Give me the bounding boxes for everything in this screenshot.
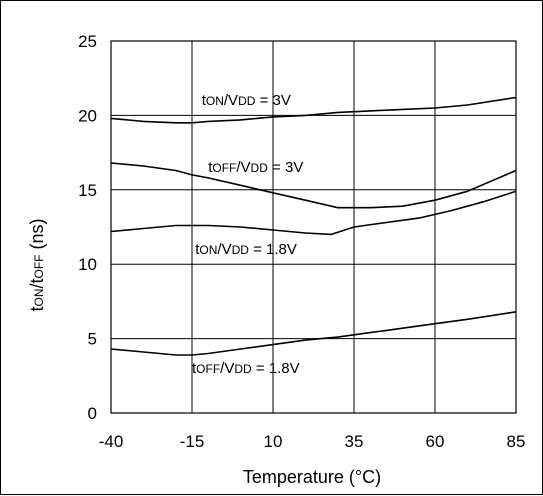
series-line-4 bbox=[110, 311, 517, 356]
y-tick-label: 5 bbox=[88, 330, 97, 349]
series-label-1: tON/VDD = 3V bbox=[202, 92, 291, 109]
series-labels: tON/VDD = 3V tOFF/VDD = 3V tON/VDD = 1.8V t… bbox=[192, 92, 303, 377]
series-line-2 bbox=[110, 162, 517, 209]
y-tick-labels: 0 5 10 15 20 25 bbox=[78, 32, 97, 423]
series-label-2: tOFF/VDD = 3V bbox=[208, 159, 303, 176]
grid-lines bbox=[110, 40, 517, 414]
series-label-3: tON/VDD = 1.8V bbox=[195, 241, 297, 258]
x-tick-label: 60 bbox=[426, 432, 445, 451]
x-axis-title: Temperature (°C) bbox=[243, 467, 381, 487]
plot-area-border bbox=[110, 40, 517, 414]
series-line-3 bbox=[110, 190, 517, 236]
series-lines bbox=[110, 96, 517, 356]
y-tick-label: 25 bbox=[78, 32, 97, 51]
x-tick-labels: -40 -15 10 35 60 85 bbox=[99, 432, 526, 451]
x-tick-label: 35 bbox=[345, 432, 364, 451]
y-axis-title: tON/tOFF (ns) bbox=[27, 218, 47, 311]
series-line-1 bbox=[110, 96, 517, 124]
x-tick-label: -40 bbox=[99, 432, 124, 451]
x-tick-label: 85 bbox=[507, 432, 526, 451]
y-tick-label: 15 bbox=[78, 181, 97, 200]
y-tick-label: 0 bbox=[88, 404, 97, 423]
y-tick-label: 20 bbox=[78, 106, 97, 125]
x-tick-label: -15 bbox=[180, 432, 205, 451]
x-tick-label: 10 bbox=[264, 432, 283, 451]
y-tick-label: 10 bbox=[78, 255, 97, 274]
series-label-4: tOFF/VDD = 1.8V bbox=[192, 360, 300, 377]
